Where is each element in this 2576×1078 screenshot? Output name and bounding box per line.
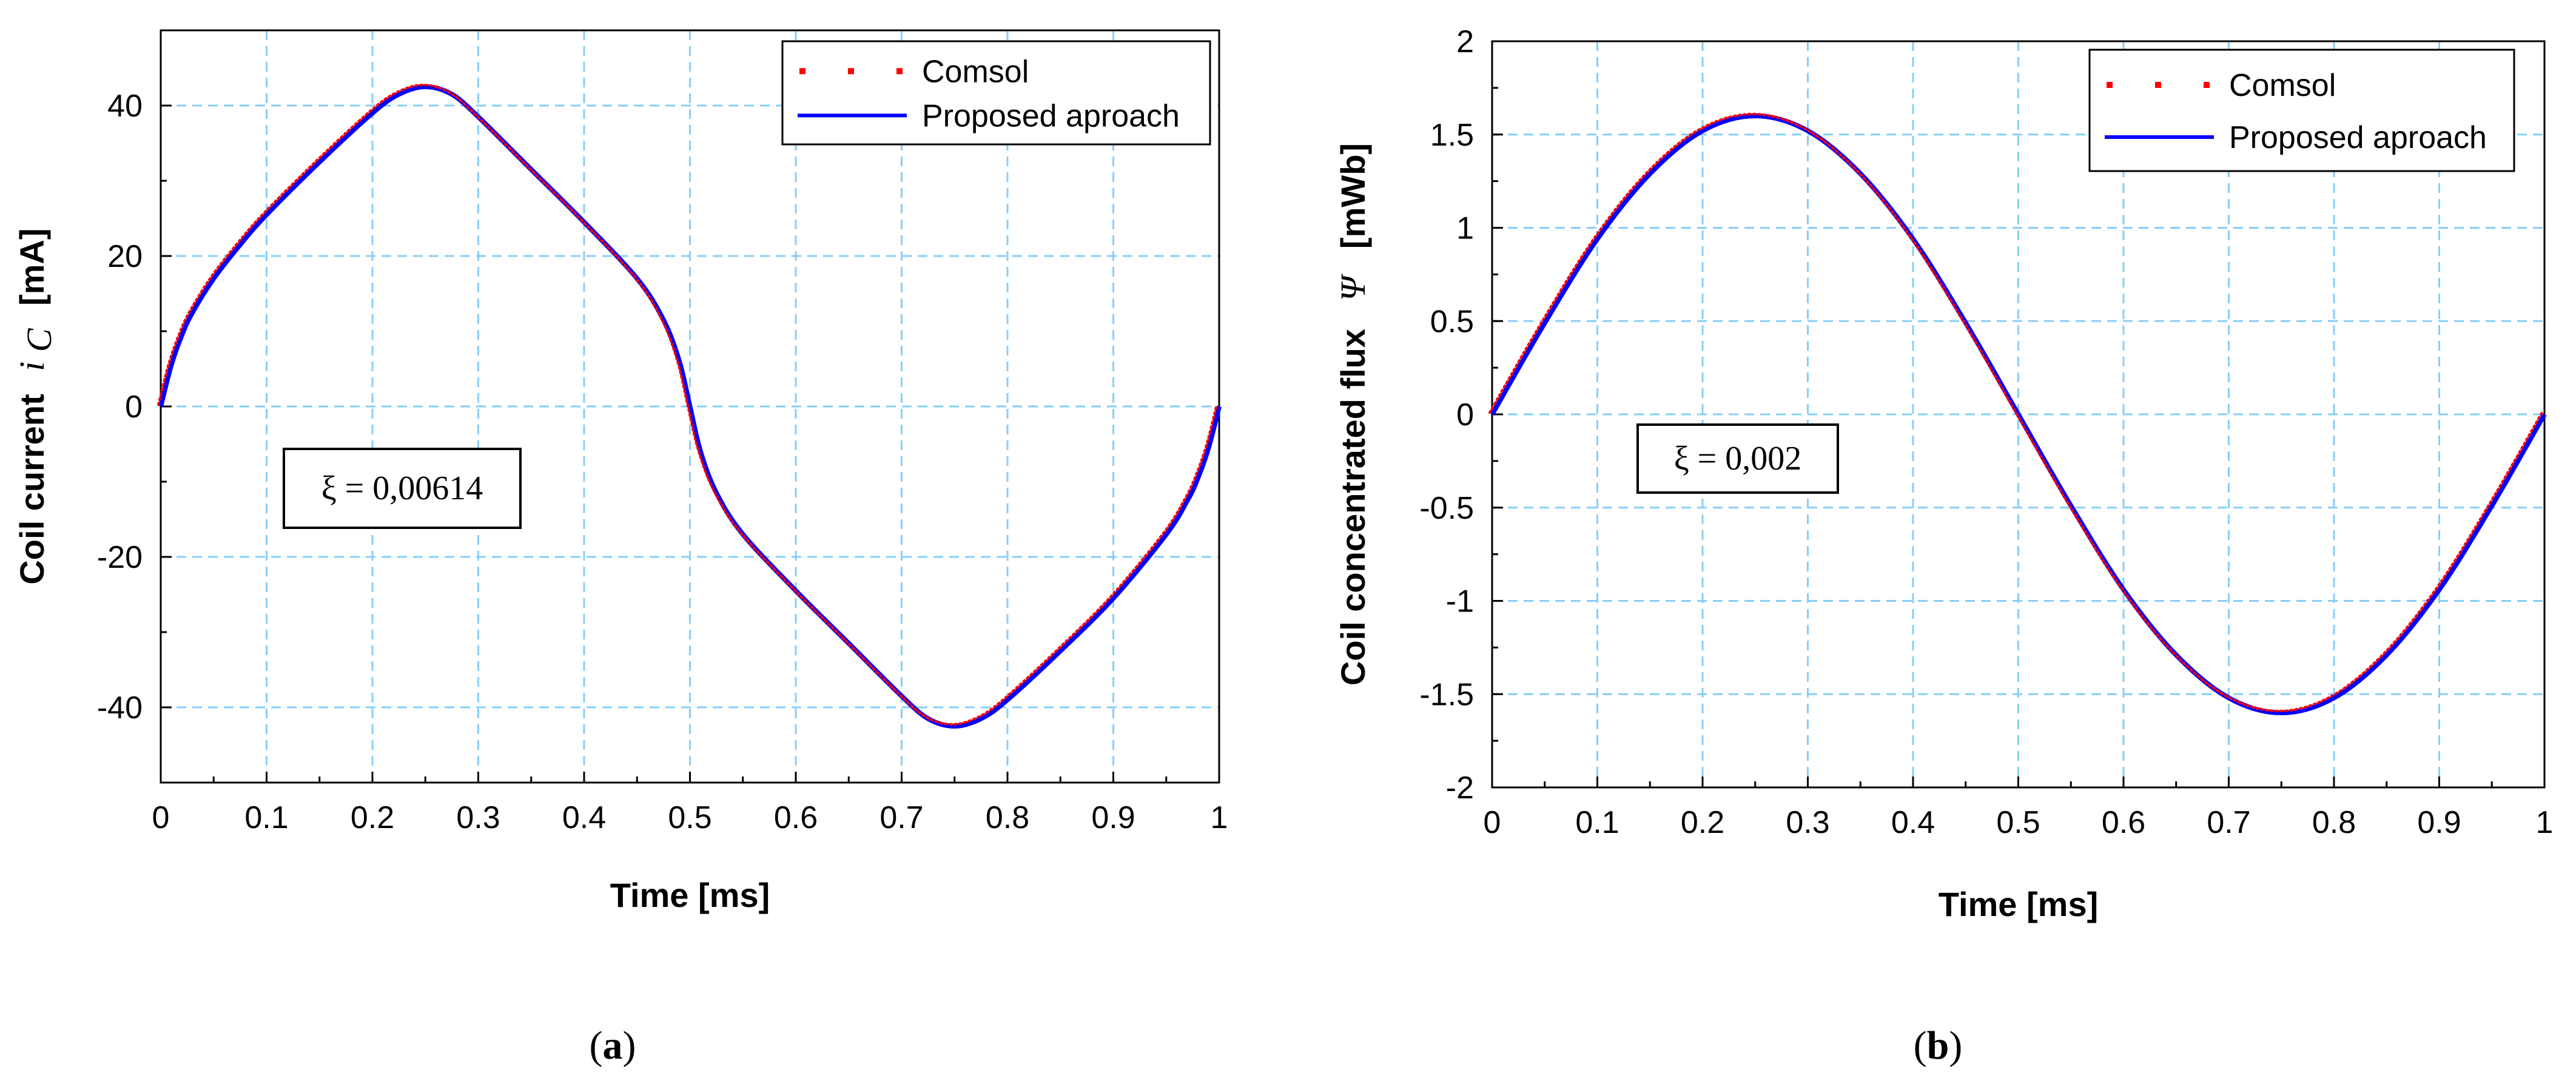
series-comsol-dots-a [157, 83, 1218, 726]
panel-label-a-open: ( [590, 1023, 603, 1068]
series-group-a [157, 83, 1222, 729]
x-tick-label-a: 0.2 [351, 800, 394, 835]
x-tick-label-a: 0.4 [562, 800, 606, 835]
y-tick-label-b: 1 [1456, 211, 1474, 246]
panel-label-b-letter: b [1927, 1023, 1949, 1068]
y-tick-label-b: 2 [1456, 24, 1474, 59]
y-tick-label-b: 1.5 [1430, 118, 1474, 153]
y-axis-title-text-b: Coil concentrated flux [1334, 329, 1372, 686]
legend-comsol-dot-a [799, 68, 805, 75]
x-tick-label-b: 0.3 [1786, 805, 1829, 840]
y-tick-label-a: 0 [125, 389, 143, 425]
y-tick-label-b: 0.5 [1430, 304, 1474, 339]
legend-a: Comsol Proposed aproach [781, 40, 1211, 146]
annotation-box-b [1636, 423, 1839, 494]
x-tick-label-a: 0.5 [668, 800, 711, 835]
x-tick-label-a: 0.9 [1091, 800, 1135, 835]
x-tick-label-b: 0.2 [1681, 805, 1724, 840]
x-tick-label-a: 0.1 [244, 800, 288, 835]
legend-label-proposed-a: Proposed aproach [922, 98, 1180, 133]
panel-label-b-open: ( [1914, 1023, 1927, 1068]
legend-box-a [781, 40, 1211, 146]
annotation-box-a [283, 448, 522, 529]
series-proposed-line-a [158, 84, 1222, 729]
y-tick-label-b: -0.5 [1419, 491, 1474, 526]
axis-ticks-b: 0 0.1 0.2 0.3 0.4 0.5 0.6 0.7 0.8 0.9 1 -2 -1.5 -1 -0.… [1419, 24, 2553, 840]
x-tick-label-a: 0.8 [986, 800, 1029, 835]
y-axis-title-a: Coil current i C [mA] [12, 228, 59, 584]
x-tick-label-a: 1 [1211, 800, 1228, 835]
annotation-text-a: ξ = 0,00614 [321, 470, 483, 507]
y-axis-symbol-a: i [12, 362, 52, 371]
x-axis-title-a: Time [ms] [610, 876, 770, 914]
legend-comsol-dot-a [848, 68, 854, 75]
annotation-b: ξ = 0,002 [1636, 423, 1839, 494]
y-tick-label-a: 40 [107, 89, 143, 124]
legend-comsol-marker-b [2107, 82, 2210, 88]
series-group-b [1488, 112, 2547, 715]
panel-label-a-letter: a [603, 1023, 623, 1068]
x-tick-label-a: 0.3 [456, 800, 500, 835]
legend-comsol-dot-b [2155, 82, 2161, 88]
y-tick-label-b: -1.5 [1419, 677, 1474, 712]
legend-label-proposed-b: Proposed aproach [2229, 120, 2487, 155]
x-tick-label-b: 0.9 [2417, 805, 2461, 840]
legend-label-comsol-b: Comsol [2229, 68, 2336, 103]
panel-label-a-close: ) [623, 1023, 636, 1068]
chart-panel-b: 0 0.1 0.2 0.3 0.4 0.5 0.6 0.7 0.8 0.9 1 -2 -1.5 -1 -0.… [1333, 24, 2553, 1068]
axis-ticks-a: 0 0.1 0.2 0.3 0.4 0.5 0.6 0.7 0.8 0.9 1 -40 -20 0 20 40 [97, 29, 1228, 835]
annotation-text-b: ξ = 0,002 [1674, 440, 1802, 477]
panel-label-a: (a) [590, 1023, 636, 1068]
x-tick-label-b: 0.8 [2312, 805, 2356, 840]
y-tick-label-a: 20 [107, 239, 143, 274]
panel-label-b-close: ) [1949, 1023, 1962, 1068]
y-axis-symbol-b: Ψ [1333, 273, 1373, 301]
series-comsol-dots-b [1488, 112, 2543, 713]
x-tick-label-b: 0.5 [1996, 805, 2040, 840]
y-tick-label-b: -2 [1446, 770, 1474, 806]
y-tick-label-a: -20 [97, 540, 143, 575]
y-axis-unit-b: [mWb] [1334, 143, 1372, 249]
y-axis-title-text-a: Coil current [13, 394, 51, 584]
x-tick-label-b: 1 [2536, 805, 2554, 840]
x-tick-label-a: 0.7 [879, 800, 923, 835]
legend-label-comsol-a: Comsol [922, 54, 1029, 89]
legend-comsol-dot-b [2107, 82, 2113, 88]
x-tick-label-a: 0.6 [774, 800, 818, 835]
x-tick-label-b: 0.4 [1891, 805, 1935, 840]
y-axis-title-b: Coil concentrated flux Ψ [mWb] [1333, 143, 1373, 686]
x-axis-title-b: Time [ms] [1939, 885, 2098, 923]
legend-comsol-dot-a [896, 68, 903, 75]
x-tick-label-b: 0 [1484, 805, 1501, 840]
y-tick-label-b: -1 [1446, 584, 1474, 619]
y-axis-unit-a: [mA] [13, 228, 51, 306]
y-tick-label-b: 0 [1456, 397, 1474, 433]
x-tick-label-b: 0.1 [1575, 805, 1619, 840]
y-axis-symbol-sub-a: C [19, 328, 59, 352]
legend-box-b [2088, 49, 2515, 172]
x-tick-label-b: 0.7 [2207, 805, 2250, 840]
chart-panel-a: 0 0.1 0.2 0.3 0.4 0.5 0.6 0.7 0.8 0.9 1 -40 -20 0 20 40… [12, 29, 1228, 1068]
x-tick-label-a: 0 [152, 800, 170, 835]
annotation-a: ξ = 0,00614 [283, 448, 522, 529]
y-tick-label-a: -40 [97, 690, 143, 726]
panel-label-b: (b) [1914, 1023, 1963, 1068]
x-tick-label-b: 0.6 [2102, 805, 2145, 840]
legend-comsol-dot-b [2204, 82, 2210, 88]
legend-comsol-marker-a [799, 68, 903, 75]
legend-b: Comsol Proposed aproach [2088, 49, 2515, 172]
